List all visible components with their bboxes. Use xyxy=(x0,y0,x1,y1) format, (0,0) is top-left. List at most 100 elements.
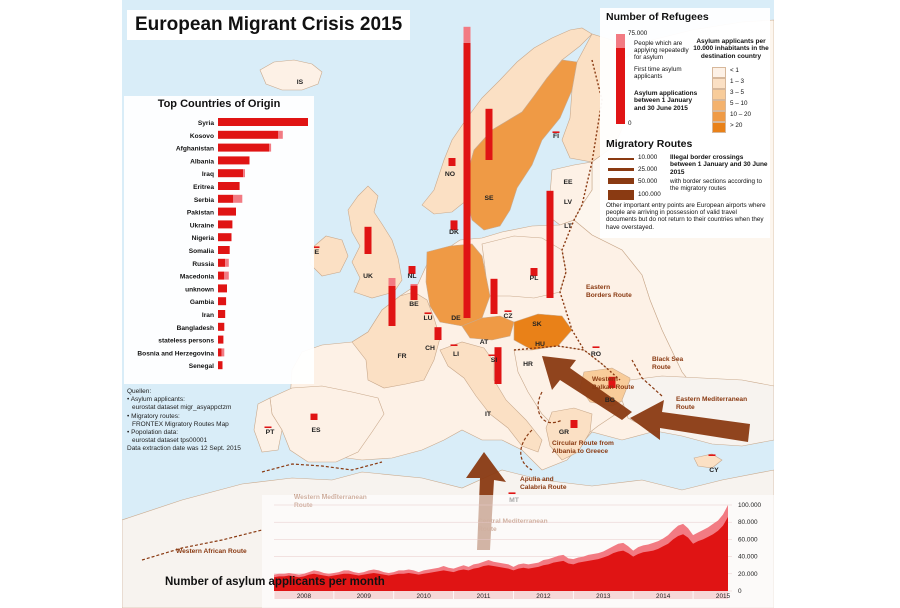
legend-density-class: 10 – 20 xyxy=(712,110,768,122)
country-code-label: NO xyxy=(445,171,455,178)
legend-period-label: Asylum applications between 1 January an… xyxy=(634,90,698,112)
legend-density-label: 1 – 3 xyxy=(730,78,745,85)
ts-first-area xyxy=(274,517,728,591)
country-first-bar xyxy=(410,285,418,300)
route-label: Eastern Mediterranean Route xyxy=(676,396,748,411)
route-label: Western African Route xyxy=(176,548,247,555)
origin-country-label: Russia xyxy=(192,261,214,268)
ts-ytick-label: 60.000 xyxy=(738,536,758,543)
origin-first-bar xyxy=(218,118,308,126)
ts-xaxis-band xyxy=(274,591,728,599)
origin-first-bar xyxy=(218,169,244,178)
legend-route-w1-label: 10.000 xyxy=(638,154,658,161)
country-code-label: NL xyxy=(407,273,416,280)
country-code-label: LU xyxy=(423,315,432,322)
source-line: FRONTEX Migratory Routes Map xyxy=(132,420,229,428)
origin-country-label: Iran xyxy=(202,312,214,319)
origin-country-label: Pakistan xyxy=(187,210,214,217)
legend-density-swatch xyxy=(712,67,726,78)
country-code-label: LT xyxy=(564,223,573,230)
legend-density-classes: < 1 1 – 3 3 – 5 5 – 10 10 – 20 > 20 xyxy=(712,66,768,133)
route-western-africa xyxy=(141,529,263,561)
country-code-label: ES xyxy=(311,427,321,434)
origin-country-label: Eritrea xyxy=(193,184,214,191)
origin-first-bar xyxy=(218,207,236,216)
country-first-bar xyxy=(448,158,456,166)
legend-route-w2-label: 25.000 xyxy=(638,166,658,173)
country-repeat-bar xyxy=(463,26,471,43)
origin-first-bar xyxy=(218,182,240,190)
origin-country-label: unknown xyxy=(185,286,214,293)
source-line: eurostat dataset migr_asyappctzm xyxy=(132,404,232,412)
country-first-bar xyxy=(552,131,560,133)
source-line: • Migratory routes: xyxy=(127,412,180,420)
ts-ytick-label: 20.000 xyxy=(738,571,758,578)
legend-density-label: > 20 xyxy=(730,122,743,129)
country-code-label: HU xyxy=(535,341,545,348)
country-first-bar xyxy=(388,286,396,326)
source-line: Quellen: xyxy=(127,388,152,395)
origin-first-bar xyxy=(218,233,232,242)
origin-repeat-bar xyxy=(225,258,229,267)
legend-refugees-title: Number of Refugees xyxy=(606,11,709,23)
country-first-bar xyxy=(546,190,554,298)
country-code-label: DK xyxy=(449,229,459,236)
country-code-label: LI xyxy=(453,351,459,358)
legend-panel: Number of Refugees 75.000 0 People which… xyxy=(600,8,770,238)
route-arrow-eastern-med xyxy=(630,400,750,442)
origin-repeat-bar xyxy=(269,143,272,152)
country-first-bar xyxy=(608,376,616,388)
legend-routes-sub: with border sections according to the mi… xyxy=(670,178,763,193)
origin-repeat-bar xyxy=(243,169,245,178)
route-arrow-western-balkan xyxy=(542,356,632,420)
ts-year-label: 2008 xyxy=(297,593,312,600)
ts-ytick-label: 100.000 xyxy=(738,502,762,509)
country-repeat-bar xyxy=(388,278,396,286)
origin-country-label: Iraq xyxy=(202,171,214,178)
origin-country-label: Gambia xyxy=(190,299,215,306)
origin-country-label: Albania xyxy=(190,158,214,165)
ts-year-label: 2012 xyxy=(536,593,551,600)
country-code-label: IS xyxy=(297,79,304,86)
origin-first-bar xyxy=(218,194,234,203)
country-first-bar xyxy=(408,266,416,274)
origin-first-bar xyxy=(218,361,223,370)
origin-first-bar xyxy=(218,310,226,318)
page-title: European Migrant Crisis 2015 xyxy=(127,10,411,40)
country-first-bar xyxy=(434,327,442,340)
legend-routes-title: Migratory Routes xyxy=(606,138,693,150)
country-bars xyxy=(264,26,716,494)
legend-density-label: 10 – 20 xyxy=(730,111,752,118)
country-code-label: DE xyxy=(451,315,461,322)
route-apulia xyxy=(520,429,533,471)
country-first-bar xyxy=(708,454,716,456)
country-code-label: AT xyxy=(480,339,489,346)
legend-repeat-label: People which are applying repeatedly for… xyxy=(634,40,689,62)
country-code-label: PT xyxy=(266,429,276,436)
origin-country-label: Senegal xyxy=(189,363,214,370)
legend-density-label: 5 – 10 xyxy=(730,100,748,107)
legend-route-w4 xyxy=(608,190,634,200)
legend-bar-zero: 0 xyxy=(628,120,632,127)
legend-density-swatch xyxy=(712,89,726,100)
sources-block: Quellen: • Asylum applicants: eurostat d… xyxy=(127,388,297,454)
origin-country-label: Kosovo xyxy=(190,133,214,140)
origin-first-bar xyxy=(218,335,224,344)
legend-route-w1 xyxy=(608,158,634,160)
country-code-label: SK xyxy=(532,321,542,328)
country-first-bar xyxy=(424,312,432,314)
origin-first-bar xyxy=(218,297,227,306)
timeseries-title: Number of asylum applicants per month xyxy=(165,576,385,588)
top-countries-title: Top Countries of Origin xyxy=(157,98,281,110)
country-first-bar xyxy=(450,220,458,230)
country-first-bar xyxy=(490,278,498,314)
top-countries-chart: Syria Kosovo Afghanistan Albania Iraq Eritrea… xyxy=(137,118,308,370)
legend-density-swatch xyxy=(712,122,726,133)
country-code-label: CZ xyxy=(503,313,512,320)
origin-country-label: Serbia xyxy=(194,197,214,204)
ts-year-label: 2015 xyxy=(716,593,731,600)
country-first-bar xyxy=(530,268,538,276)
country-code-label: IT xyxy=(485,411,492,418)
route-border-east xyxy=(559,59,603,351)
legend-density-swatch xyxy=(712,78,726,89)
